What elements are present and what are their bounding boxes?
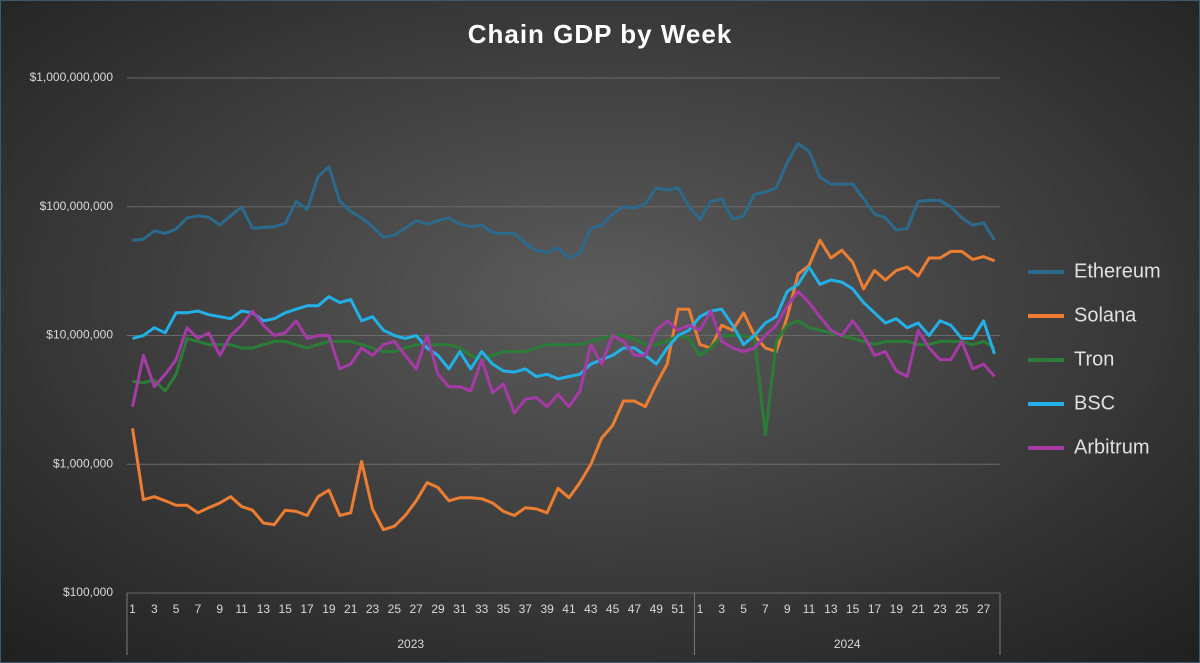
x-tick-label: 37 [519,602,533,616]
x-tick-label: 13 [257,602,271,616]
x-tick-label: 23 [933,602,947,616]
y-tick-label: $100,000,000 [40,199,114,213]
x-tick-label: 35 [497,602,511,616]
group-label: 2024 [834,637,861,651]
chart-title: Chain GDP by Week [468,19,733,49]
series-line [132,265,996,381]
series-line [132,142,996,260]
x-tick-label: 21 [344,602,358,616]
x-tick-label: 3 [718,602,725,616]
series-line [132,319,996,437]
x-tick-label: 31 [453,602,467,616]
x-tick-label: 9 [216,602,223,616]
x-tick-label: 19 [322,602,336,616]
x-tick-label: 9 [784,602,791,616]
legend-label: Arbitrum [1074,436,1150,458]
x-tick-label: 43 [584,602,598,616]
x-tick-label: 13 [824,602,838,616]
group-label: 2023 [397,637,424,651]
x-tick-label: 15 [279,602,293,616]
x-tick-label: 3 [151,602,158,616]
legend-label: Ethereum [1074,260,1161,282]
x-tick-label: 5 [173,602,180,616]
x-tick-label: 17 [300,602,314,616]
y-tick-label: $100,000 [63,585,113,599]
x-tick-label: 17 [868,602,882,616]
y-tick-label: $1,000,000 [53,456,113,470]
legend-label: BSC [1074,392,1115,414]
x-tick-label: 11 [803,602,816,616]
x-tick-label: 25 [388,602,402,616]
x-tick-label: 1 [129,602,136,616]
x-tick-label: 49 [650,602,664,616]
x-tick-label: 7 [195,602,202,616]
x-tick-label: 7 [762,602,769,616]
x-tick-label: 1 [697,602,704,616]
series-line [131,238,996,532]
y-tick-label: $1,000,000,000 [30,70,114,84]
series-line [131,289,996,415]
x-tick-label: 33 [475,602,489,616]
x-tick-label: 45 [606,602,620,616]
x-tick-label: 11 [235,602,248,616]
x-tick-label: 5 [740,602,747,616]
x-tick-label: 51 [671,602,685,616]
legend-label: Tron [1074,348,1114,370]
x-tick-label: 23 [366,602,380,616]
legend-label: Solana [1074,304,1137,326]
x-tick-label: 15 [846,602,860,616]
x-tick-label: 41 [562,602,576,616]
x-tick-label: 39 [540,602,554,616]
x-tick-label: 25 [955,602,969,616]
x-tick-label: 29 [431,602,445,616]
x-tick-label: 27 [977,602,991,616]
y-tick-label: $10,000,000 [46,328,113,342]
x-tick-label: 47 [628,602,642,616]
x-tick-label: 21 [911,602,925,616]
x-tick-label: 27 [410,602,424,616]
x-tick-label: 19 [890,602,904,616]
